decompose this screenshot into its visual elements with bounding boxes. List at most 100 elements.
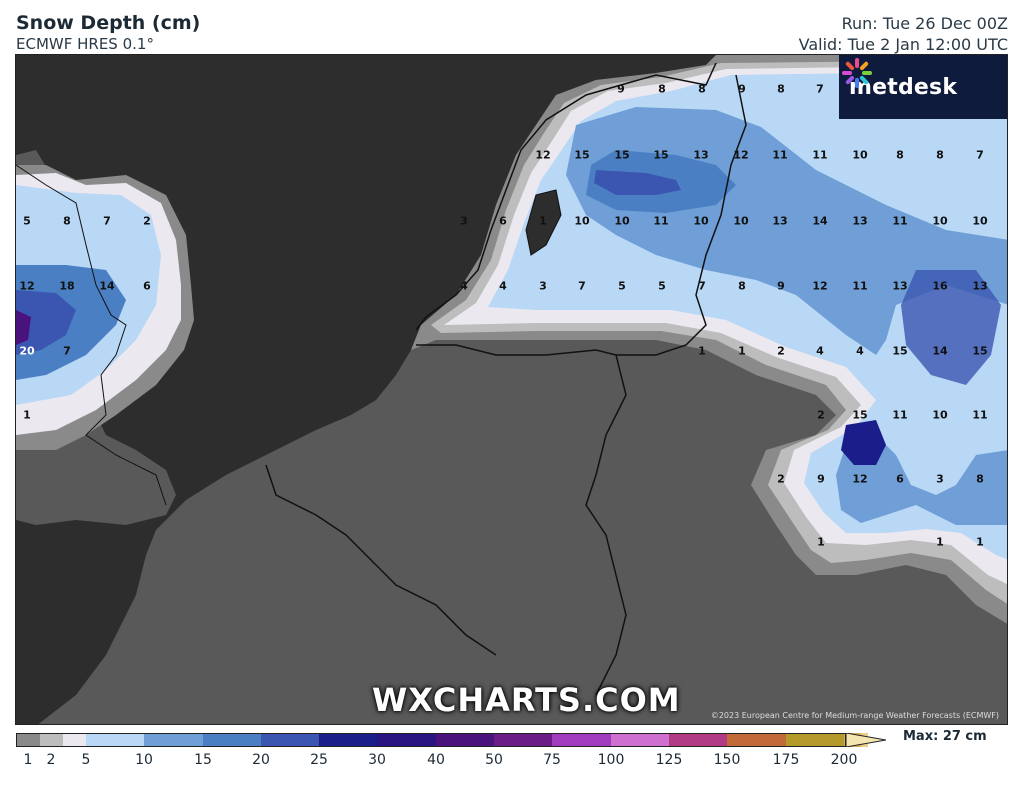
color-scale-tick-label: 10	[135, 752, 153, 768]
wxcharts-watermark: WXCHARTS.COM	[372, 681, 681, 719]
snow-depth-value: 11	[852, 279, 868, 293]
snow-depth-value: 11	[772, 148, 788, 162]
snow-depth-value: 8	[698, 82, 706, 96]
map-graphic	[16, 55, 1007, 724]
color-scale-swatch	[786, 733, 844, 747]
snow-depth-value: 9	[817, 472, 825, 486]
color-scale-swatch	[377, 733, 436, 747]
snow-depth-value: 7	[578, 279, 586, 293]
color-scale-swatch	[40, 733, 63, 747]
snow-depth-value: 7	[698, 279, 706, 293]
color-scale-tick-label: 15	[194, 752, 212, 768]
snow-depth-value: 1	[698, 344, 706, 358]
snow-depth-value: 3	[539, 279, 547, 293]
snow-depth-value: 11	[653, 214, 669, 228]
snow-depth-map[interactable]: 9 8 8 9 8 7 12 15 15 15 13 12 11 11 10 8 8 7 5 8 7 2 3 6 1 10 10 11…	[15, 54, 1008, 725]
snow-depth-value: 11	[892, 214, 908, 228]
snow-depth-value: 8	[896, 148, 904, 162]
snow-depth-value: 9	[738, 82, 746, 96]
color-scale-tick-label: 2	[46, 752, 56, 768]
snow-depth-value: 15	[574, 148, 590, 162]
snow-depth-value: 16	[932, 279, 948, 293]
color-scale-bar	[16, 733, 886, 747]
color-scale-swatch	[552, 733, 611, 747]
snow-depth-value: 12	[733, 148, 749, 162]
snow-depth-value: 10	[852, 148, 868, 162]
color-scale-tick-label: 20	[252, 752, 270, 768]
color-scale-tick-label: 175	[772, 752, 800, 768]
color-scale-tick-label: 100	[597, 752, 625, 768]
snow-depth-value: 3	[936, 472, 944, 486]
national-border-de-be	[585, 354, 627, 696]
color-scale-swatch	[669, 733, 727, 747]
snow-depth-value: 3	[460, 214, 468, 228]
snow-depth-value: 8	[738, 279, 746, 293]
coastline-netherlands	[415, 62, 717, 331]
color-scale-swatch	[203, 733, 261, 747]
ijsselmeer-water	[525, 189, 562, 256]
snow-depth-value: 13	[892, 279, 908, 293]
snow-depth-value: 5	[618, 279, 626, 293]
color-scale-tick-label: 40	[427, 752, 445, 768]
run-time-label: Run: Tue 26 Dec 00Z	[841, 14, 1008, 33]
snow-depth-value: 1	[817, 535, 825, 549]
england-snow-band-20cm	[16, 290, 76, 355]
color-scale-tick-label: 30	[368, 752, 386, 768]
color-scale-tick-label: 150	[713, 752, 741, 768]
snow-depth-value: 11	[972, 408, 988, 422]
snow-depth-value: 10	[932, 408, 948, 422]
color-scale-swatch	[16, 733, 40, 747]
snow-depth-value: 15	[972, 344, 988, 358]
snow-depth-value: 7	[103, 214, 111, 228]
metdesk-flower-icon	[842, 58, 872, 88]
color-scale-swatch	[727, 733, 786, 747]
max-value-label: Max: 27 cm	[903, 729, 987, 744]
color-scale-swatch	[261, 733, 319, 747]
snow-depth-value: 1	[23, 408, 31, 422]
color-scale-tick-label: 5	[81, 752, 91, 768]
snow-depth-value: 2	[143, 214, 151, 228]
snow-depth-value: 5	[23, 214, 31, 228]
snow-depth-value: 2	[777, 344, 785, 358]
snow-depth-value: 10	[932, 214, 948, 228]
snow-band-25cm-east	[841, 420, 886, 465]
snow-depth-value: 13	[772, 214, 788, 228]
map-title: Snow Depth (cm)	[16, 12, 201, 34]
snow-depth-value: 4	[499, 279, 507, 293]
snow-depth-value: 8	[976, 472, 984, 486]
metdesk-logo: metdesk	[839, 55, 1007, 119]
snow-depth-value: 14	[932, 344, 948, 358]
snow-depth-value: 8	[63, 214, 71, 228]
national-border-de-nl	[616, 74, 747, 356]
color-scale-tick-label: 1	[23, 752, 33, 768]
snow-band-15cm	[566, 107, 1007, 525]
snow-depth-value: 6	[499, 214, 507, 228]
snow-depth-value: 8	[936, 148, 944, 162]
snow-depth-value: 8	[777, 82, 785, 96]
model-label: ECMWF HRES 0.1°	[16, 35, 154, 53]
valid-time-label: Valid: Tue 2 Jan 12:00 UTC	[798, 35, 1008, 54]
national-border-be-nl	[416, 344, 617, 356]
color-scale-swatch	[436, 733, 494, 747]
snow-depth-value: 2	[777, 472, 785, 486]
snow-depth-value: 15	[852, 408, 868, 422]
snow-depth-value: 10	[733, 214, 749, 228]
snow-depth-value: 1	[976, 535, 984, 549]
snow-depth-value: 7	[976, 148, 984, 162]
color-scale-swatch	[611, 733, 669, 747]
snow-depth-value: 9	[777, 279, 785, 293]
snow-depth-value: 12	[852, 472, 868, 486]
snow-depth-value: 4	[816, 344, 824, 358]
snow-depth-value: 2	[817, 408, 825, 422]
snow-depth-value: 15	[653, 148, 669, 162]
snow-depth-value: 6	[143, 279, 151, 293]
color-scale-swatch	[63, 733, 86, 747]
snow-depth-value: 15	[614, 148, 630, 162]
color-scale-tick-label: 75	[543, 752, 561, 768]
snow-depth-value: 12	[19, 279, 35, 293]
color-scale-swatch	[319, 733, 377, 747]
snow-depth-value: 10	[972, 214, 988, 228]
snow-depth-value: 12	[535, 148, 551, 162]
snow-depth-value: 4	[460, 279, 468, 293]
snow-depth-value: 1	[738, 344, 746, 358]
